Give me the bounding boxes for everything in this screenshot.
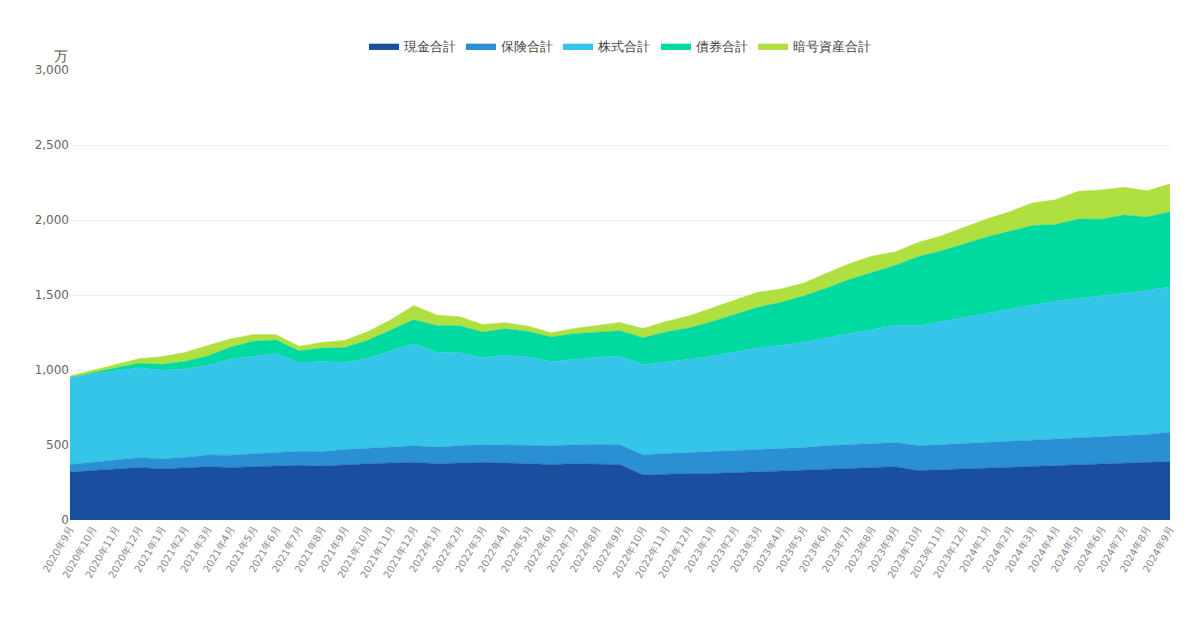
svg-text:3,000: 3,000 [35, 63, 69, 77]
svg-text:2023年9月: 2023年9月 [866, 524, 901, 574]
svg-text:保険合計: 保険合計 [501, 39, 553, 54]
svg-text:2021年1月: 2021年1月 [132, 524, 167, 574]
svg-text:2021年10月: 2021年10月 [335, 524, 374, 580]
svg-text:2022年4月: 2022年4月 [476, 524, 511, 574]
svg-text:2021年7月: 2021年7月 [270, 524, 305, 574]
svg-text:2021年12月: 2021年12月 [381, 524, 420, 580]
svg-text:2024年9月: 2024年9月 [1141, 524, 1176, 574]
svg-text:2020年9月: 2020年9月 [41, 524, 76, 574]
svg-text:2,000: 2,000 [35, 213, 69, 227]
svg-text:2024年6月: 2024年6月 [1072, 524, 1107, 574]
svg-text:2021年4月: 2021年4月 [201, 524, 236, 574]
svg-text:1,500: 1,500 [35, 288, 69, 302]
svg-text:2023年2月: 2023年2月 [705, 524, 740, 574]
svg-text:2023年6月: 2023年6月 [797, 524, 832, 574]
svg-text:2022年5月: 2022年5月 [499, 524, 534, 574]
svg-text:2024年3月: 2024年3月 [1003, 524, 1038, 574]
svg-text:2021年8月: 2021年8月 [293, 524, 328, 574]
svg-text:2021年5月: 2021年5月 [224, 524, 259, 574]
svg-text:2024年8月: 2024年8月 [1118, 524, 1153, 574]
svg-text:500: 500 [46, 438, 69, 452]
svg-text:2022年6月: 2022年6月 [522, 524, 557, 574]
svg-text:2022年3月: 2022年3月 [453, 524, 488, 574]
svg-text:2024年5月: 2024年5月 [1049, 524, 1084, 574]
svg-text:現金合計: 現金合計 [404, 39, 456, 54]
svg-text:2021年6月: 2021年6月 [247, 524, 282, 574]
svg-text:2023年10月: 2023年10月 [885, 524, 924, 580]
svg-text:2023年5月: 2023年5月 [774, 524, 809, 574]
svg-text:暗号資産合計: 暗号資産合計 [793, 39, 871, 54]
svg-text:債券合計: 債券合計 [696, 39, 748, 54]
svg-text:2024年4月: 2024年4月 [1026, 524, 1061, 574]
svg-text:2023年4月: 2023年4月 [751, 524, 786, 574]
svg-text:2024年2月: 2024年2月 [980, 524, 1015, 574]
svg-text:2022年7月: 2022年7月 [545, 524, 580, 574]
svg-text:2024年1月: 2024年1月 [957, 524, 992, 574]
svg-text:2022年8月: 2022年8月 [568, 524, 603, 574]
svg-text:2023年7月: 2023年7月 [820, 524, 855, 574]
svg-text:2,500: 2,500 [35, 138, 69, 152]
svg-text:2022年11月: 2022年11月 [633, 524, 672, 580]
svg-text:2022年9月: 2022年9月 [591, 524, 626, 574]
svg-text:2023年8月: 2023年8月 [843, 524, 878, 574]
svg-text:2024年7月: 2024年7月 [1095, 524, 1130, 574]
svg-text:2020年10月: 2020年10月 [60, 524, 99, 580]
svg-text:2021年2月: 2021年2月 [155, 524, 190, 574]
svg-text:2021年11月: 2021年11月 [358, 524, 397, 580]
svg-text:2023年3月: 2023年3月 [728, 524, 763, 574]
svg-text:2023年1月: 2023年1月 [682, 524, 717, 574]
svg-text:2022年12月: 2022年12月 [656, 524, 695, 580]
svg-text:2023年11月: 2023年11月 [908, 524, 947, 580]
svg-text:2020年12月: 2020年12月 [106, 524, 145, 580]
svg-text:2022年1月: 2022年1月 [407, 524, 442, 574]
svg-text:万: 万 [54, 48, 68, 64]
svg-text:株式合計: 株式合計 [597, 39, 650, 54]
svg-text:2021年3月: 2021年3月 [178, 524, 213, 574]
svg-text:2020年11月: 2020年11月 [83, 524, 122, 580]
svg-text:2022年2月: 2022年2月 [430, 524, 465, 574]
svg-text:2022年10月: 2022年10月 [610, 524, 649, 580]
svg-text:0: 0 [61, 513, 69, 527]
svg-text:2023年12月: 2023年12月 [931, 524, 970, 580]
svg-text:2021年9月: 2021年9月 [316, 524, 351, 574]
svg-text:1,000: 1,000 [35, 363, 69, 377]
